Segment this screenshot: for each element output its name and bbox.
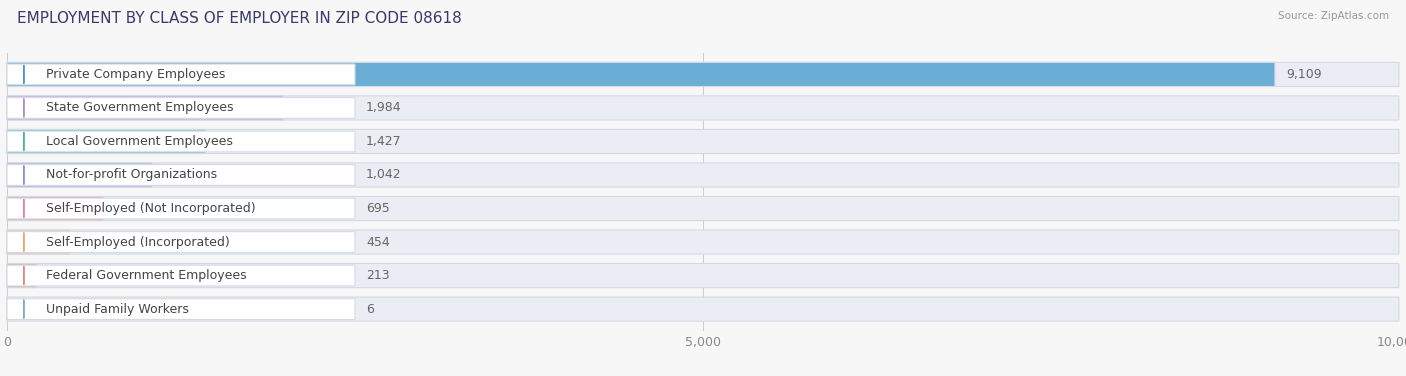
Text: 6: 6 — [366, 303, 374, 315]
Text: Local Government Employees: Local Government Employees — [46, 135, 233, 148]
FancyBboxPatch shape — [7, 299, 354, 320]
Text: State Government Employees: State Government Employees — [46, 102, 233, 114]
Text: 454: 454 — [366, 235, 389, 249]
Text: Self-Employed (Not Incorporated): Self-Employed (Not Incorporated) — [46, 202, 256, 215]
FancyBboxPatch shape — [7, 96, 1399, 120]
Text: Self-Employed (Incorporated): Self-Employed (Incorporated) — [46, 235, 229, 249]
FancyBboxPatch shape — [7, 129, 205, 153]
FancyBboxPatch shape — [7, 198, 354, 219]
FancyBboxPatch shape — [7, 131, 354, 152]
FancyBboxPatch shape — [7, 196, 1399, 221]
FancyBboxPatch shape — [7, 62, 1275, 86]
Text: Source: ZipAtlas.com: Source: ZipAtlas.com — [1278, 11, 1389, 21]
Text: Unpaid Family Workers: Unpaid Family Workers — [46, 303, 188, 315]
Text: 695: 695 — [366, 202, 389, 215]
Text: 9,109: 9,109 — [1286, 68, 1322, 81]
FancyBboxPatch shape — [7, 265, 354, 286]
FancyBboxPatch shape — [7, 64, 354, 85]
FancyBboxPatch shape — [7, 165, 354, 185]
FancyBboxPatch shape — [7, 232, 354, 252]
FancyBboxPatch shape — [7, 163, 152, 187]
Text: Not-for-profit Organizations: Not-for-profit Organizations — [46, 168, 217, 182]
Text: Federal Government Employees: Federal Government Employees — [46, 269, 246, 282]
FancyBboxPatch shape — [7, 96, 283, 120]
FancyBboxPatch shape — [7, 97, 354, 118]
Text: 1,984: 1,984 — [366, 102, 402, 114]
Text: 1,427: 1,427 — [366, 135, 402, 148]
FancyBboxPatch shape — [7, 264, 37, 288]
FancyBboxPatch shape — [7, 264, 1399, 288]
FancyBboxPatch shape — [7, 230, 1399, 254]
Text: EMPLOYMENT BY CLASS OF EMPLOYER IN ZIP CODE 08618: EMPLOYMENT BY CLASS OF EMPLOYER IN ZIP C… — [17, 11, 461, 26]
FancyBboxPatch shape — [7, 62, 1399, 86]
FancyBboxPatch shape — [7, 230, 70, 254]
Text: Private Company Employees: Private Company Employees — [46, 68, 225, 81]
FancyBboxPatch shape — [7, 129, 1399, 153]
FancyBboxPatch shape — [7, 196, 104, 221]
Text: 213: 213 — [366, 269, 389, 282]
Text: 1,042: 1,042 — [366, 168, 402, 182]
FancyBboxPatch shape — [7, 163, 1399, 187]
FancyBboxPatch shape — [7, 297, 1399, 321]
